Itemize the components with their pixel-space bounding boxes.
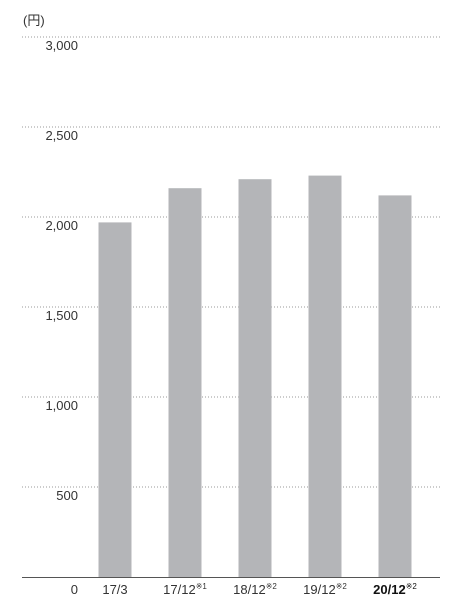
x-tick-label: 18/12※2: [233, 582, 277, 597]
y-tick-label: 2,500: [45, 128, 78, 143]
y-tick-label: 1,500: [45, 308, 78, 323]
x-tick-labels: 17/3 17/12※1 18/12※2 19/12※2 20/12※2: [102, 582, 417, 597]
y-tick-labels: 0 500 1,000 1,500 2,000 2,500 3,000: [45, 38, 78, 597]
bars: [98, 175, 412, 577]
y-tick-label: 3,000: [45, 38, 78, 53]
y-axis-unit-label: (円): [23, 13, 45, 28]
bar-17-3: [98, 222, 132, 577]
y-tick-label: 0: [71, 582, 78, 597]
gridlines: [22, 36, 440, 488]
x-tick-label: 17/12※1: [163, 582, 207, 597]
y-tick-label: 500: [56, 488, 78, 503]
bar-18-12: [238, 179, 272, 577]
bar-19-12: [308, 175, 342, 577]
y-tick-label: 2,000: [45, 218, 78, 233]
bar-20-12: [378, 195, 412, 577]
x-tick-label: 19/12※2: [303, 582, 347, 597]
y-tick-label: 1,000: [45, 398, 78, 413]
x-tick-label: 20/12※2: [373, 582, 417, 597]
bar-17-12: [168, 188, 202, 577]
x-tick-label: 17/3: [102, 582, 127, 597]
